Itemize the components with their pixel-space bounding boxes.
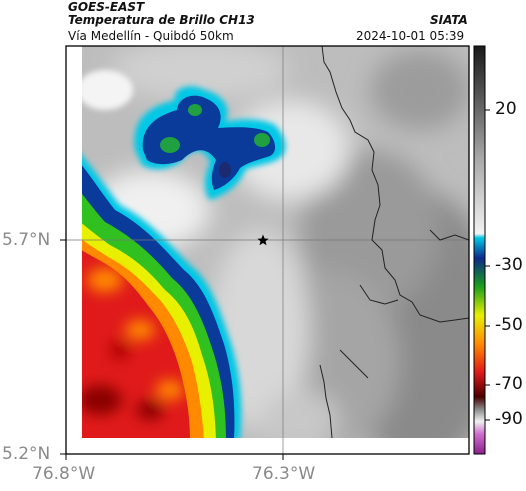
department-border [321, 46, 469, 323]
no-data-strip [66, 438, 469, 454]
cloud-cluster-north [134, 86, 286, 200]
cloud-patch [77, 70, 133, 110]
lat-label-5.7: 5.7°N [2, 230, 51, 250]
region-subtitle: Vía Medellín - Quibdó 50km [68, 29, 234, 43]
lat-label-5.2: 5.2°N [2, 444, 51, 464]
satellite-name: GOES-EAST [68, 0, 145, 14]
plot-frame [65, 45, 470, 455]
datetime-label: 2024-10-01 05:39 [356, 29, 465, 43]
star-icon [257, 234, 269, 246]
colorbar-tick-minus50: -50 [495, 315, 523, 335]
lon-label-76.3: 76.3°W [252, 464, 316, 484]
no-data-strip-left [66, 46, 82, 438]
lon-label-76.8: 76.8°W [32, 464, 96, 484]
colorbar [473, 45, 486, 455]
colorbar-tick-minus90: -90 [495, 409, 523, 429]
colorbar-tick-minus30: -30 [495, 255, 523, 275]
municipal-border-east [429, 229, 469, 241]
municipal-border [319, 284, 399, 439]
colorbar-tick-20: 20 [495, 99, 517, 119]
product-title: Temperatura de Brillo CH13 [68, 13, 255, 27]
organization-label: SIATA [430, 13, 468, 27]
colorbar-tick-minus70: -70 [495, 374, 523, 394]
convective-system [66, 140, 242, 440]
